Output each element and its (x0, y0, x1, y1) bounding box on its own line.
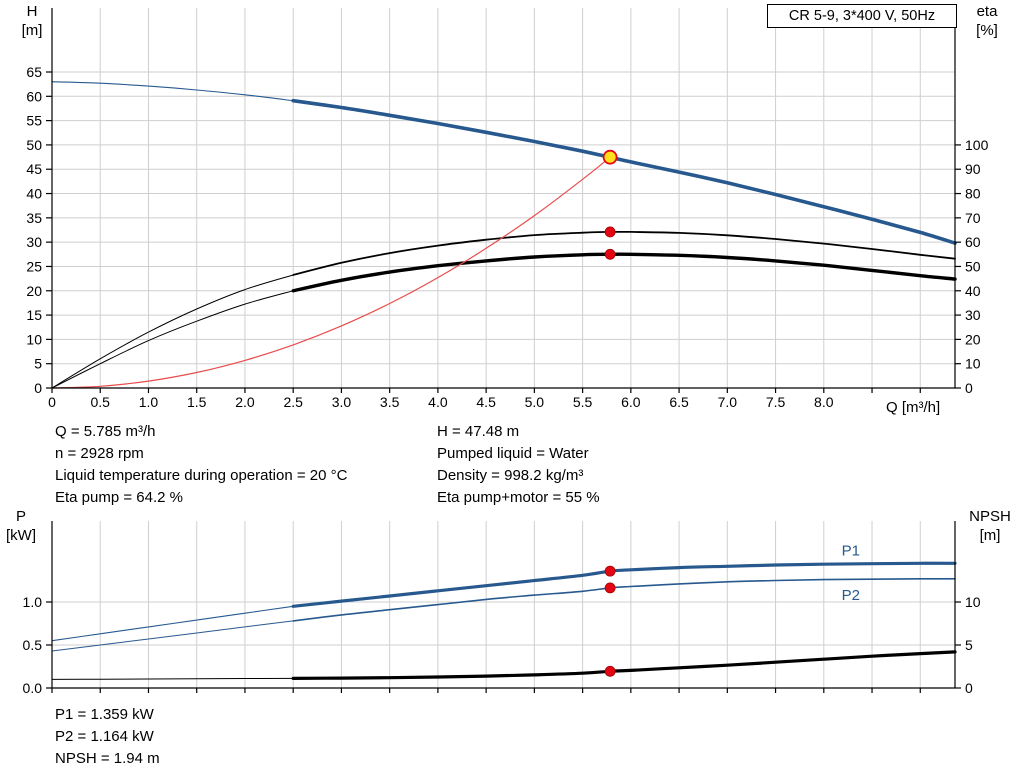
y-right-tick-label: 70 (965, 210, 981, 226)
x-tick-label: 4.0 (428, 394, 448, 410)
p2-curve (292, 577, 956, 622)
y-right-tick-label: 10 (965, 356, 981, 372)
y-right-tick-label: 90 (965, 161, 981, 177)
y-left-tick-label: 0 (34, 380, 42, 396)
power-info-column: P1 = 1.359 kW P2 = 1.164 kW NPSH = 1.94 … (55, 704, 160, 770)
info-line: Pumped liquid = Water (437, 445, 589, 462)
hq-curve-extended (51, 81, 294, 102)
x-tick-label: 7.0 (718, 394, 738, 410)
x-tick-label: 6.0 (621, 394, 641, 410)
y-left-tick-label: 55 (26, 113, 42, 129)
x-tick-label: 6.5 (669, 394, 689, 410)
y-left-tick-label: 10 (26, 331, 42, 347)
info-line: P1 = 1.359 kW (55, 706, 154, 723)
y-left-tick-label: 30 (26, 234, 42, 250)
duty-info-left-column: Q = 5.785 m³/h n = 2928 rpm Liquid tempe… (55, 421, 347, 509)
x-tick-label: 2.0 (235, 394, 255, 410)
eta-axis-unit: [%] (976, 22, 998, 39)
npsh-axis-unit: [m] (979, 527, 1001, 544)
info-line: Q = 5.785 m³/h (55, 423, 156, 440)
y-right-tick-label: 30 (965, 307, 981, 323)
eta-pump-motor-point-marker (604, 248, 616, 260)
npsh-curve-extended (51, 677, 294, 680)
y-left-tick-label: 35 (26, 210, 42, 226)
curve-label-P1: P1 (842, 542, 860, 559)
y-left-tick-label: 5 (34, 356, 42, 372)
x-tick-label: 4.5 (476, 394, 496, 410)
y-left-tick-label: 40 (26, 186, 42, 202)
curve-label-P2: P2 (842, 587, 860, 604)
y-left-tick-label: 45 (26, 161, 42, 177)
y-right-tick-label: 10 (965, 594, 981, 610)
x-tick-label: 2.5 (283, 394, 303, 410)
x-tick-label: 1.5 (187, 394, 207, 410)
y-right-tick-label: 80 (965, 186, 981, 202)
y-left-tick-label: 50 (26, 137, 42, 153)
x-tick-label: 1.0 (139, 394, 159, 410)
y-left-tick-label: 65 (26, 64, 42, 80)
y-right-tick-label: 20 (965, 331, 981, 347)
eta-pump-motor-curve (291, 252, 957, 293)
x-tick-label: 3.0 (332, 394, 352, 410)
npsh-point-marker (604, 665, 616, 677)
y-left-tick-label: 60 (26, 88, 42, 104)
p2-curve-extended (51, 620, 294, 652)
eta-pump-curve (292, 230, 956, 276)
system-curve (51, 156, 611, 389)
info-line: P2 = 1.164 kW (55, 728, 154, 745)
info-line: Eta pump = 64.2 % (55, 489, 183, 506)
npsh-axis-label: NPSH (969, 508, 1011, 525)
duty-point-marker (602, 149, 618, 165)
eta-pump-curve-extended (51, 274, 294, 389)
x-tick-label: 0 (48, 394, 56, 410)
x-tick-label: 0.5 (91, 394, 111, 410)
p1-point-marker (604, 565, 616, 577)
p2-point-marker (604, 582, 616, 594)
y-right-tick-label: 50 (965, 258, 981, 274)
x-tick-label: 8.0 (814, 394, 834, 410)
p1-curve (291, 561, 957, 608)
pump-model-title: CR 5-9, 3*400 V, 50Hz (767, 4, 957, 28)
power-npsh-chart: P1 P2 0.0 0.5 1.0 0 5 10 (23, 521, 981, 696)
info-line: H = 47.48 m (437, 423, 520, 440)
eta-axis-label: eta (976, 3, 998, 20)
y-left-tick-label: 20 (26, 283, 42, 299)
x-tick-label: 7.5 (766, 394, 786, 410)
eta-pump-motor-curve-extended (51, 290, 294, 389)
info-line: Eta pump+motor = 55 % (437, 489, 600, 506)
y-right-tick-label: 5 (965, 637, 973, 653)
hq-curve (291, 98, 957, 245)
y-left-tick-label: 0.5 (23, 637, 43, 653)
y-right-tick-label: 100 (965, 137, 989, 153)
y-right-tick-label: 60 (965, 234, 981, 250)
h-axis-label: H (26, 3, 38, 20)
p1-curve-extended (51, 605, 294, 642)
y-right-tick-label: 0 (965, 680, 973, 696)
y-right-tick-label: 40 (965, 283, 981, 299)
duty-info-right-column: H = 47.48 m Pumped liquid = Water Densit… (437, 421, 600, 509)
y-right-tick-label: 0 (965, 380, 973, 396)
y-left-tick-label: 0.0 (23, 680, 43, 696)
x-tick-label: 5.0 (525, 394, 545, 410)
info-line: Liquid temperature during operation = 20… (55, 467, 348, 484)
x-tick-label: 3.5 (380, 394, 400, 410)
h-axis-unit: [m] (21, 22, 43, 39)
info-line: NPSH = 1.94 m (55, 750, 160, 767)
p-axis-label: P (15, 508, 26, 525)
y-left-tick-label: 15 (26, 307, 42, 323)
x-tick-label: 5.5 (573, 394, 593, 410)
hq-eta-chart: 0 0.5 1.0 1.5 2.0 2.5 3.0 3.5 4.0 4.5 5.0 5.5 6.0 6.5… (26, 8, 989, 410)
eta-pump-point-marker (604, 226, 616, 238)
npsh-curve (291, 650, 957, 680)
p-axis-unit: [kW] (6, 527, 36, 544)
info-line: Density = 998.2 kg/m³ (437, 467, 584, 484)
q-axis-label: Q [m³/h] (886, 399, 941, 416)
y-left-tick-label: 25 (26, 258, 42, 274)
y-left-tick-label: 1.0 (23, 594, 43, 610)
info-line: n = 2928 rpm (55, 445, 144, 462)
